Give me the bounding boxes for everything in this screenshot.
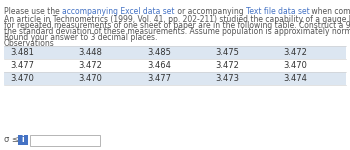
Text: 3.477: 3.477 xyxy=(147,74,171,83)
Text: 3.477: 3.477 xyxy=(10,61,34,70)
Text: 3.470: 3.470 xyxy=(284,61,308,70)
Text: 3.464: 3.464 xyxy=(147,61,171,70)
Text: for repeated measurements of one sheet of paper are in the following table. Cons: for repeated measurements of one sheet o… xyxy=(4,21,350,30)
Bar xyxy=(30,135,100,146)
Text: 3.472: 3.472 xyxy=(78,61,102,70)
Text: Text file data set: Text file data set xyxy=(246,7,309,16)
Text: 3.485: 3.485 xyxy=(147,48,171,57)
FancyBboxPatch shape xyxy=(4,59,346,72)
Text: or accompanying: or accompanying xyxy=(175,7,246,16)
FancyBboxPatch shape xyxy=(4,72,346,85)
Text: 3.481: 3.481 xyxy=(10,48,34,57)
Text: 3.470: 3.470 xyxy=(78,74,102,83)
FancyBboxPatch shape xyxy=(4,46,346,59)
Text: when completing the following exercise.: when completing the following exercise. xyxy=(309,7,350,16)
Text: 3.474: 3.474 xyxy=(284,74,308,83)
Text: 3.475: 3.475 xyxy=(215,48,239,57)
Text: accompanying Excel data set: accompanying Excel data set xyxy=(62,7,175,16)
Text: 3.448: 3.448 xyxy=(78,48,102,57)
Text: An article in Technometrics (1999, Vol. 41, pp. 202-211) studied the capability : An article in Technometrics (1999, Vol. … xyxy=(4,15,350,24)
Text: σ ≤: σ ≤ xyxy=(4,135,19,144)
Text: Observations: Observations xyxy=(4,39,55,48)
Text: Round your answer to 3 decimal places.: Round your answer to 3 decimal places. xyxy=(4,33,158,42)
Bar xyxy=(18,135,28,145)
Text: 3.473: 3.473 xyxy=(215,74,239,83)
Text: i: i xyxy=(22,135,24,144)
Text: 3.472: 3.472 xyxy=(284,48,308,57)
Text: 3.470: 3.470 xyxy=(10,74,34,83)
Text: the standard deviation of these measurements. Assume population is approximately: the standard deviation of these measurem… xyxy=(4,27,350,36)
Text: 3.472: 3.472 xyxy=(215,61,239,70)
Text: Please use the: Please use the xyxy=(4,7,62,16)
